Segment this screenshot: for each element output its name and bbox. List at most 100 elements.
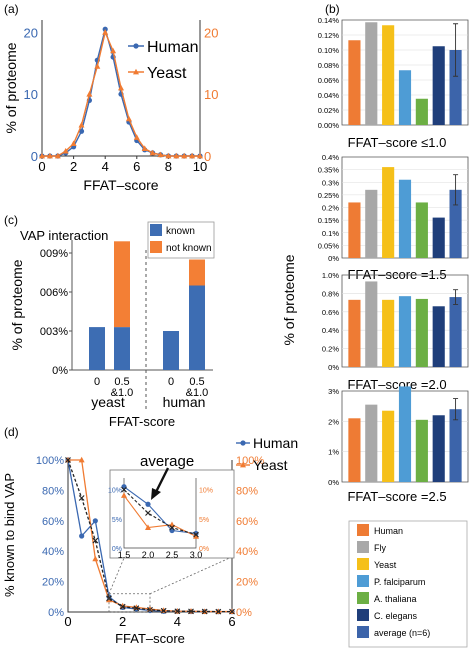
y-axis-label-a: % of proteome [3,42,19,133]
bar-3-5 [432,415,445,482]
legend-swatch-5 [357,609,369,621]
data-point-yeast [110,47,117,54]
x-tick-label-part: 0.5 [114,376,129,388]
subplot-title-3: FFAT–score =2.5 [347,489,446,504]
y-tick-label-right-d: 20% [236,577,258,589]
panel-b: 0.00% 0.02% 0.04% 0.06% 0.08% 0.10% 0.12% 0.14%… [281,16,469,648]
data-point-d-average [174,608,181,615]
legend-label-5: C. elegans [374,611,418,621]
x-axis-label-c: FFAT-score [109,414,175,429]
bar-0-4 [415,98,428,125]
data-point-yeast [141,145,148,151]
y-tick-label-right-a: 0 [204,149,211,164]
y-tick-label-left-a: 20 [24,25,38,40]
data-point-human [78,128,85,134]
data-point-yeast [125,115,132,122]
data-point-yeast [70,140,77,147]
inset-y-tick-left: 5% [112,517,122,524]
x-tick-label-a: 10 [193,159,207,174]
legend-label-6: average (n=6) [374,628,430,638]
data-point-d-Human [92,518,98,524]
x-tick-label-c: 0.5 &1.0 [111,376,134,399]
bar-1-5 [432,217,445,258]
bar-1-0 [348,202,361,258]
inset-y-tick-left: 0% [112,546,122,553]
y-tick-label-right-d: 0% [236,607,252,619]
y-axis-label-d: % known to bind VAP [2,473,17,597]
inset-annotation: average [140,453,194,470]
y-tick-label-b: 0.10% [318,46,340,55]
y-tick-label-left-a: 10 [24,87,38,102]
y-tick-label-b: 0.2% [322,345,339,354]
bar-1-4 [415,202,428,258]
data-point-yeast [39,152,45,159]
y-tick-label-b: 0.35% [318,166,340,175]
y-tick-label-left-d: 100% [36,455,64,467]
data-point-d-average [229,608,235,615]
group-label-human: human [163,394,206,410]
y-tick-label-b: 0.05% [318,241,340,250]
plot-frame-b-2 [341,274,469,368]
legend-marker [133,43,139,49]
panel-label-d: (d) [4,425,19,439]
data-point-yeast [197,152,203,159]
y-tick-label-right-d: 80% [236,485,258,497]
subplot-title-1: FFAT–score =1.5 [347,267,446,282]
bar-2-6 [449,297,462,367]
y-tick-label-left-a: 0 [31,149,38,164]
y-tick-label-b: 0.6% [322,308,339,317]
data-point-yeast [189,152,196,159]
bar-1-3 [398,179,412,258]
x-tick-label-d: 0 [64,614,71,629]
bar-1-2 [382,167,395,258]
x-tick-label-d: 6 [228,614,235,629]
y-tick-label-b: 3% [328,387,339,396]
data-point-yeast [173,152,180,159]
y-tick-label-c: 006% [40,287,68,299]
y-tick-label-b: 1% [328,448,339,457]
y-tick-label-c: 003% [40,326,68,338]
bar-3-1 [365,404,378,482]
data-point-yeast [78,121,85,128]
inset-point-Yeast [145,524,151,530]
y-axis-label-b: % of proteome [281,254,297,345]
legend-swatch-2 [357,558,369,570]
chart-title-c: VAP interaction [20,228,108,243]
bar-2-3 [398,296,412,367]
legend-label-2: Yeast [374,560,397,570]
inset-point-Yeast [121,492,127,498]
panel-label-b: (b) [325,2,340,16]
bar-3-0 [348,418,361,482]
bar-2-2 [382,299,395,367]
y-tick-label-b: 2% [328,417,339,426]
x-tick-label-a: 4 [102,159,109,174]
bar-known-1 [114,327,130,370]
y-tick-label-b: 0.2% [322,204,339,213]
bar-1-1 [365,189,378,258]
legend-label-4: A. thaliana [374,594,417,604]
y-tick-label-right-a: 20 [204,25,218,40]
plot-frame-b-0 [341,19,469,126]
data-point-d-Yeast [78,456,85,463]
bar-3-6 [449,409,462,482]
legend-swatch-1 [357,541,369,553]
bar-not-known-3 [189,259,205,286]
data-point-yeast [157,151,164,158]
legend-swatch-4 [357,592,369,604]
data-point-yeast [102,29,109,35]
y-tick-label-b: 0.00% [318,121,340,130]
bar-1-6 [449,189,462,258]
y-tick-label-left-d: 40% [42,546,64,558]
zoom-box [108,593,151,613]
inset-point-average [121,486,127,493]
y-tick-label-b: 0.4% [322,153,339,162]
legend-label-human: Human [147,39,199,56]
y-tick-label-c: 009% [40,248,68,260]
inset-y-tick-right: 10% [199,488,213,495]
error-bar-1 [453,174,459,206]
y-tick-label-right-a: 10 [204,87,218,102]
panel-label-c: (c) [4,213,18,227]
y-tick-label-b: 0.06% [318,76,340,85]
